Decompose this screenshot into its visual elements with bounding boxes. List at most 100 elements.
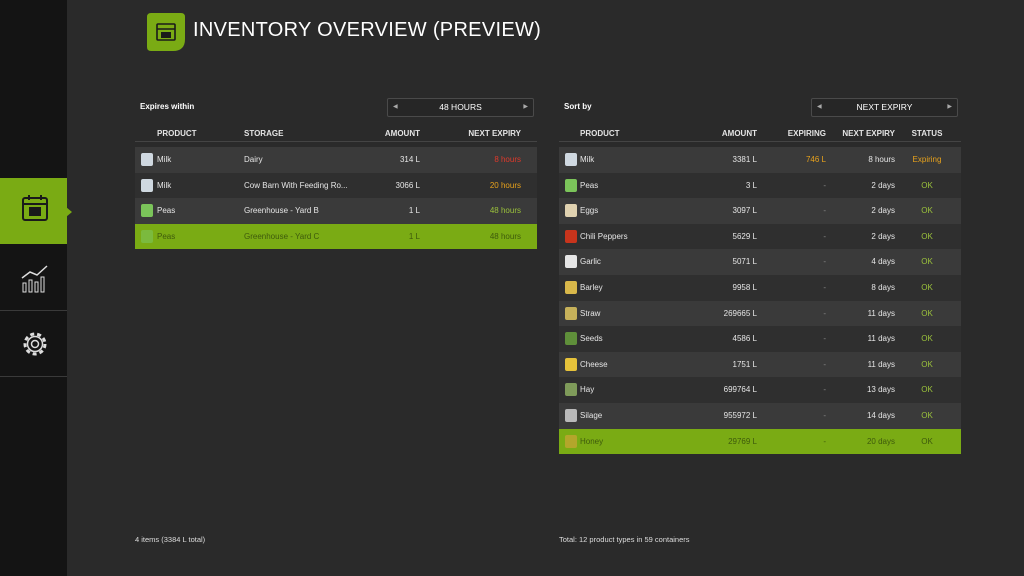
cell: Peas bbox=[157, 231, 176, 241]
table-row[interactable]: Barley 9958 L - 8 days OK bbox=[559, 275, 961, 301]
cell: 3381 L bbox=[732, 155, 757, 164]
product-icon bbox=[141, 204, 153, 218]
table-row[interactable]: Peas 3 L - 2 days OK bbox=[559, 172, 961, 199]
table-row[interactable]: Peas Greenhouse - Yard C 1 L 48 hours bbox=[135, 223, 537, 250]
cell: OK bbox=[921, 359, 933, 369]
cell: 955972 L bbox=[723, 411, 757, 420]
separator bbox=[0, 310, 67, 311]
cell: 746 L bbox=[805, 155, 826, 164]
table-row[interactable]: Chili Peppers 5629 L - 2 days OK bbox=[559, 223, 961, 250]
selector-prev[interactable]: ◀ bbox=[817, 104, 822, 110]
filter-label: Expires within bbox=[140, 102, 195, 111]
cell: 2 days bbox=[871, 206, 895, 216]
selector-next[interactable]: ▶ bbox=[947, 104, 952, 110]
table-row[interactable]: Honey 29769 L - 20 days OK bbox=[559, 428, 961, 455]
selector-value: 48 HOURS bbox=[439, 102, 482, 112]
tab-arrow bbox=[66, 207, 72, 217]
table-row[interactable]: Straw 269665 L - 11 days OK bbox=[559, 300, 961, 327]
stats-icon[interactable] bbox=[20, 264, 50, 294]
cell: Cheese bbox=[580, 359, 608, 369]
column-header: EXPIRING bbox=[787, 129, 826, 138]
product-icon bbox=[565, 434, 577, 448]
cell: Seeds bbox=[580, 334, 603, 344]
column-header: PRODUCT bbox=[580, 129, 620, 138]
product-icon bbox=[565, 153, 577, 166]
table-row[interactable]: Milk 3381 L 746 L 8 hours Expiring bbox=[559, 147, 961, 173]
cell: - bbox=[823, 411, 826, 420]
footer-text: Total: 12 product types in 59 containers bbox=[559, 535, 690, 544]
header-line bbox=[559, 141, 961, 142]
selector-value: NEXT EXPIRY bbox=[856, 102, 913, 112]
cell: Chili Peppers bbox=[580, 231, 628, 241]
table-row[interactable]: Garlic 5071 L - 4 days OK bbox=[559, 249, 961, 275]
cell: OK bbox=[921, 283, 933, 292]
cell: Straw bbox=[580, 308, 601, 318]
product-icon bbox=[141, 178, 153, 192]
cell: 4586 L bbox=[732, 334, 757, 344]
cell: 11 days bbox=[867, 359, 895, 369]
cell: Peas bbox=[580, 180, 599, 190]
product-icon bbox=[565, 383, 577, 397]
cell: 11 days bbox=[867, 334, 895, 344]
cell: 20 days bbox=[866, 436, 895, 446]
cell: 1 L bbox=[408, 231, 420, 241]
table-row[interactable]: Peas Greenhouse - Yard B 1 L 48 hours bbox=[135, 198, 537, 224]
cell: - bbox=[823, 283, 826, 292]
product-icon bbox=[565, 357, 577, 371]
cell: 2 days bbox=[871, 231, 895, 241]
cell: Greenhouse - Yard C bbox=[244, 231, 320, 241]
product-icon bbox=[565, 306, 577, 320]
cell: OK bbox=[921, 385, 933, 395]
cell: - bbox=[823, 257, 826, 267]
selector-prev[interactable]: ◀ bbox=[393, 104, 398, 110]
cell: Milk bbox=[157, 180, 172, 190]
cell: Cow Barn With Feeding Ro... bbox=[244, 180, 348, 190]
cell: Expiring bbox=[912, 155, 942, 164]
cell: 29769 L bbox=[728, 436, 757, 446]
cell: 14 days bbox=[866, 411, 895, 420]
cell: Eggs bbox=[580, 206, 599, 216]
cell: - bbox=[823, 334, 826, 344]
table-row[interactable]: Cheese 1751 L - 11 days OK bbox=[559, 351, 961, 378]
product-icon bbox=[141, 153, 153, 166]
selector-next[interactable]: ▶ bbox=[523, 104, 528, 110]
table-row[interactable]: Eggs 3097 L - 2 days OK bbox=[559, 198, 961, 224]
cell: 3097 L bbox=[732, 206, 757, 216]
cell: 13 days bbox=[866, 385, 895, 395]
cell: 699764 L bbox=[723, 385, 757, 395]
cell: OK bbox=[921, 180, 933, 190]
cell: 5629 L bbox=[732, 231, 757, 241]
table-row[interactable]: Milk Dairy 314 L 8 hours bbox=[135, 147, 537, 173]
cell: OK bbox=[921, 411, 933, 420]
cell: 8 days bbox=[871, 283, 895, 292]
calendar-icon bbox=[22, 195, 48, 221]
product-icon bbox=[565, 409, 577, 422]
cell: Silage bbox=[580, 411, 603, 420]
filter-label: Sort by bbox=[564, 102, 592, 111]
page-title: INVENTORY OVERVIEW (PREVIEW) bbox=[193, 19, 542, 41]
table-row[interactable]: Hay 699764 L - 13 days OK bbox=[559, 377, 961, 403]
header-icon bbox=[147, 13, 185, 51]
cell: - bbox=[823, 359, 826, 369]
cell: - bbox=[823, 231, 826, 241]
table-row[interactable]: Milk Cow Barn With Feeding Ro... 3066 L 20 … bbox=[135, 172, 537, 199]
table-row[interactable]: Silage 955972 L - 14 days OK bbox=[559, 403, 961, 429]
cell: 48 hours bbox=[489, 231, 521, 241]
cell: OK bbox=[921, 436, 933, 446]
cell: Milk bbox=[580, 155, 595, 164]
product-icon bbox=[565, 281, 577, 294]
product-icon bbox=[141, 229, 153, 243]
filter-selector[interactable]: NEXT EXPIRY ◀ ▶ bbox=[811, 98, 958, 117]
table-row[interactable]: Seeds 4586 L - 11 days OK bbox=[559, 326, 961, 352]
settings-icon[interactable] bbox=[20, 329, 50, 359]
filter-selector[interactable]: 48 HOURS ◀ ▶ bbox=[387, 98, 534, 117]
separator bbox=[0, 376, 67, 377]
column-header: STATUS bbox=[911, 129, 943, 138]
product-icon bbox=[565, 204, 577, 218]
cell: OK bbox=[921, 257, 933, 267]
cell: - bbox=[823, 436, 826, 446]
cell: - bbox=[823, 308, 826, 318]
calendar-tab[interactable] bbox=[0, 178, 67, 244]
column-header: NEXT EXPIRY bbox=[468, 129, 521, 138]
